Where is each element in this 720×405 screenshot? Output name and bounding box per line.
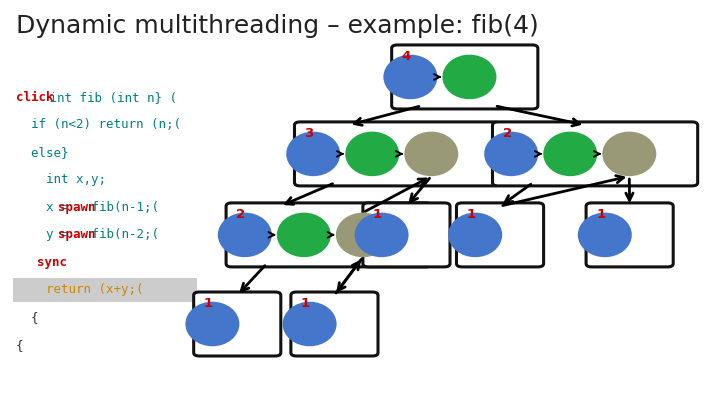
Text: 1: 1 (301, 297, 310, 310)
Text: fib(n-2;(: fib(n-2;( (84, 228, 159, 241)
Text: 4: 4 (402, 50, 411, 63)
Ellipse shape (383, 55, 438, 99)
Text: y =: y = (16, 228, 76, 241)
Text: spawn: spawn (58, 228, 95, 241)
Text: Dynamic multithreading – example: fib(4): Dynamic multithreading – example: fib(4) (16, 14, 539, 38)
Ellipse shape (218, 213, 272, 257)
Text: spawn: spawn (58, 201, 95, 214)
Ellipse shape (277, 213, 331, 257)
Text: sync: sync (37, 256, 67, 269)
FancyBboxPatch shape (456, 203, 544, 267)
Ellipse shape (602, 132, 657, 176)
Ellipse shape (405, 132, 458, 176)
Text: 2: 2 (236, 208, 246, 221)
Text: int x,y;: int x,y; (16, 173, 106, 186)
Ellipse shape (442, 55, 496, 99)
Text: fib(n-1;(: fib(n-1;( (84, 201, 159, 214)
Text: int fib (int n} (: int fib (int n} ( (42, 91, 177, 104)
Text: click: click (16, 91, 53, 104)
Ellipse shape (543, 132, 597, 176)
Ellipse shape (577, 213, 632, 257)
Text: return (x+y;(: return (x+y;( (16, 284, 143, 296)
Text: 3: 3 (305, 127, 314, 140)
Ellipse shape (355, 213, 409, 257)
FancyBboxPatch shape (363, 203, 450, 267)
FancyBboxPatch shape (226, 203, 431, 267)
Text: 1: 1 (467, 208, 476, 221)
Ellipse shape (283, 302, 337, 346)
Text: 1: 1 (373, 208, 382, 221)
FancyBboxPatch shape (194, 292, 281, 356)
Ellipse shape (336, 213, 390, 257)
Text: 1: 1 (596, 208, 606, 221)
Text: x =: x = (16, 201, 76, 214)
FancyBboxPatch shape (492, 122, 698, 186)
Text: else}: else} (16, 146, 68, 159)
Ellipse shape (448, 213, 503, 257)
Ellipse shape (346, 132, 399, 176)
FancyBboxPatch shape (586, 203, 673, 267)
FancyBboxPatch shape (13, 278, 197, 302)
Text: {: { (16, 311, 38, 324)
Ellipse shape (185, 302, 239, 346)
Text: if (n<2) return (n;(: if (n<2) return (n;( (16, 118, 181, 131)
FancyBboxPatch shape (291, 292, 378, 356)
Ellipse shape (287, 132, 340, 176)
FancyBboxPatch shape (294, 122, 500, 186)
Text: 2: 2 (503, 127, 512, 140)
FancyBboxPatch shape (392, 45, 538, 109)
Text: {: { (16, 339, 23, 352)
Text: 1: 1 (204, 297, 213, 310)
Ellipse shape (484, 132, 539, 176)
